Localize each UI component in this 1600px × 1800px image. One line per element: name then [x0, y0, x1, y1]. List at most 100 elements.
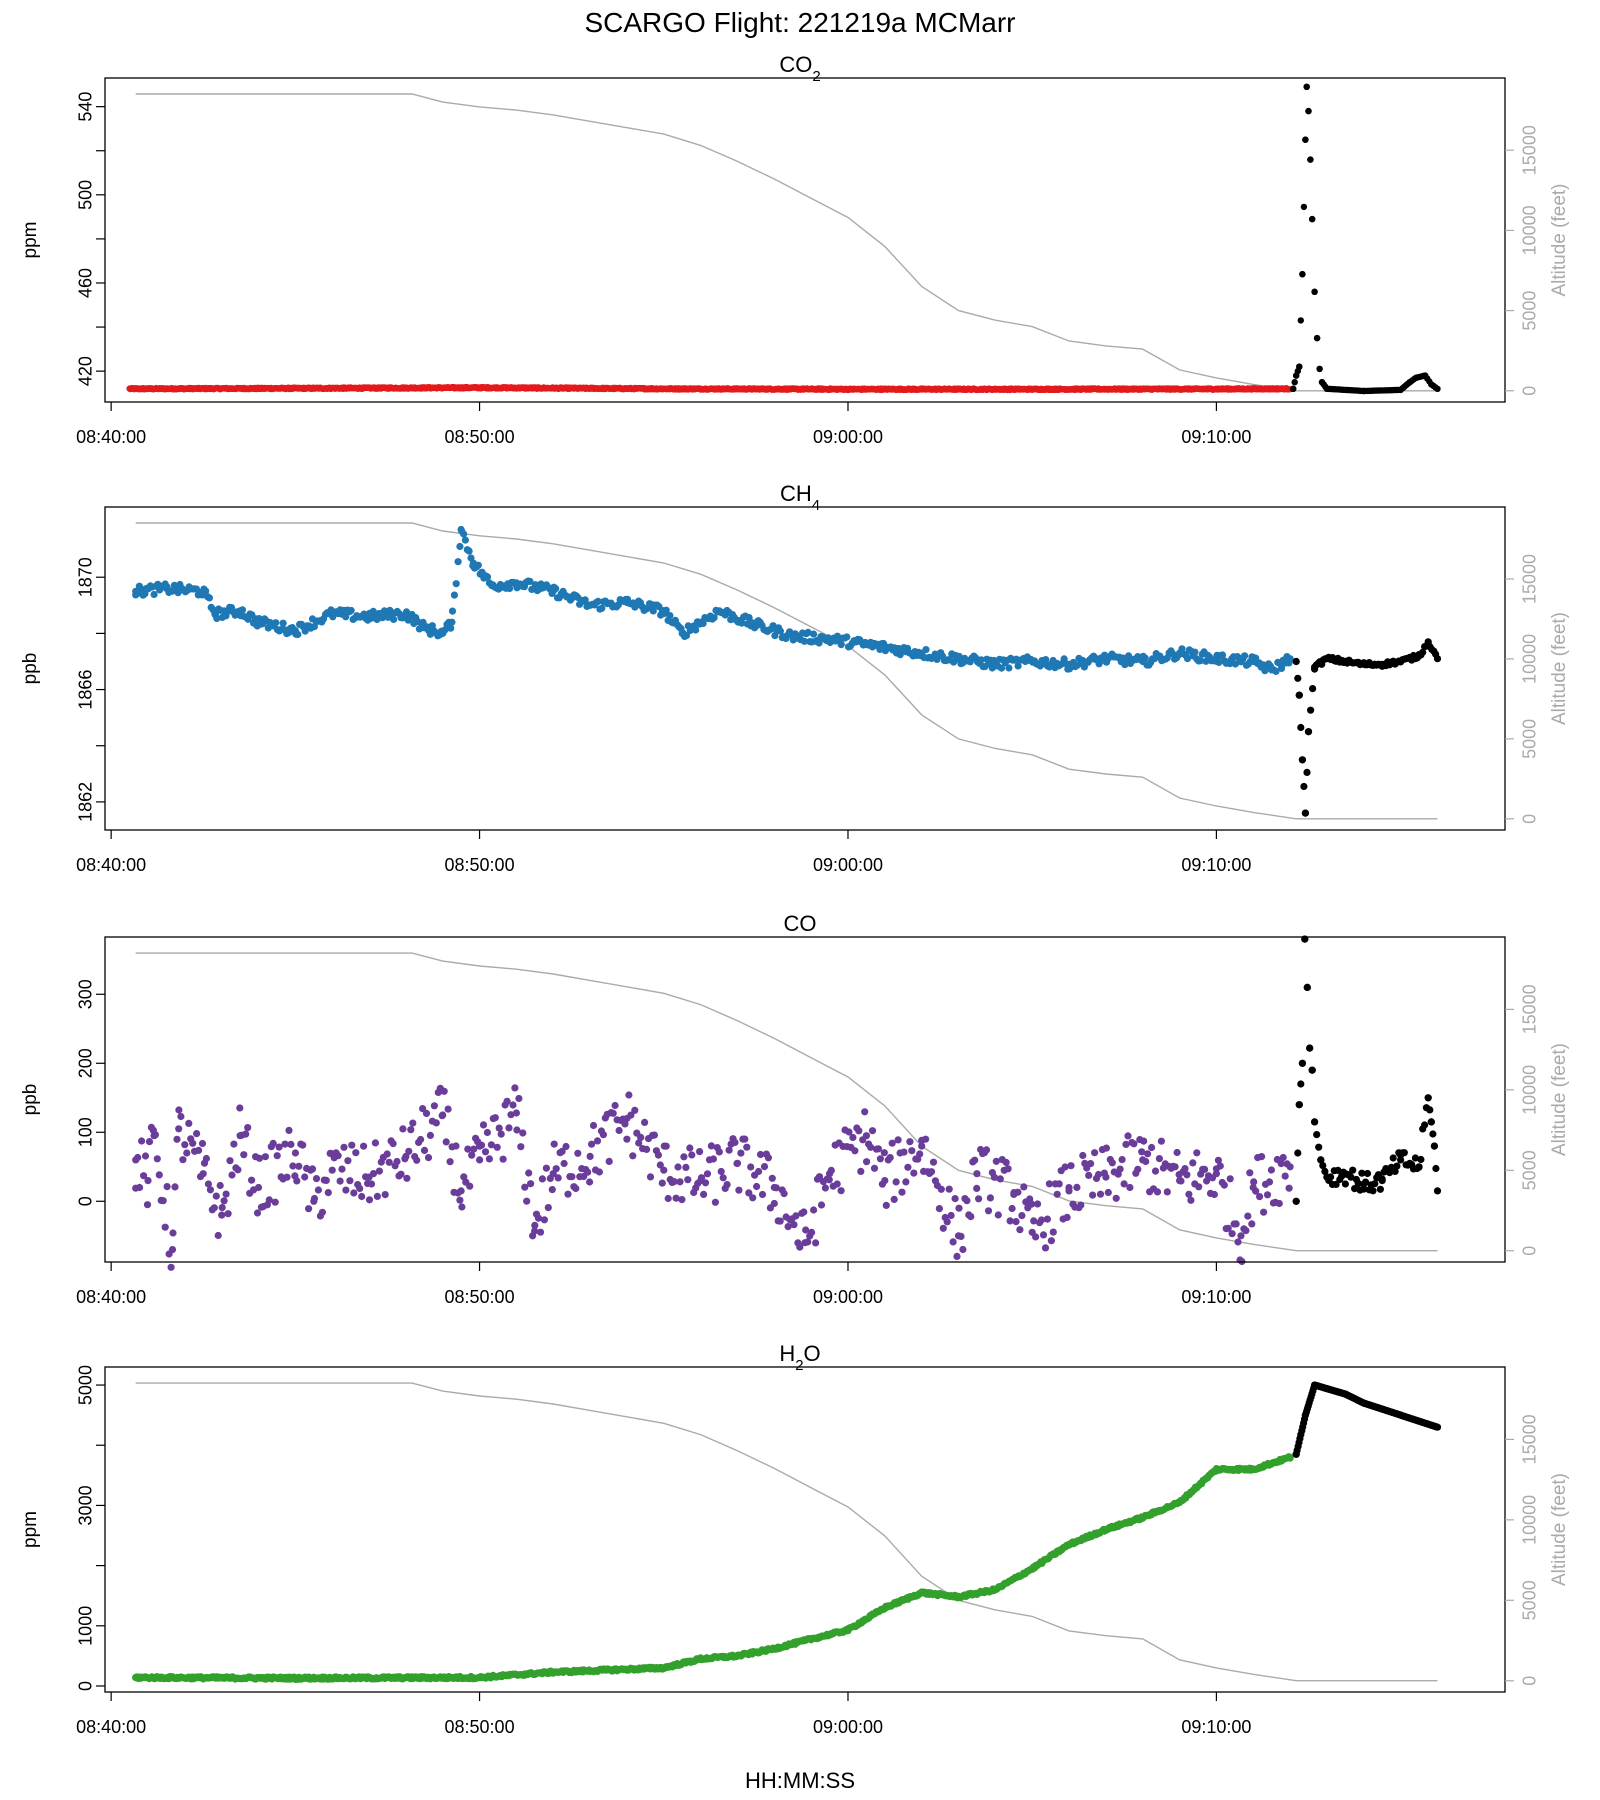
panel-title-subscript: 2 [795, 1357, 803, 1374]
data-point [554, 1174, 562, 1182]
data-point [588, 1140, 596, 1148]
data-point [216, 1181, 224, 1190]
data-point [1014, 662, 1022, 670]
x-tick-label: 08:50:00 [445, 855, 515, 875]
data-point [1016, 1226, 1024, 1234]
data-point [662, 1142, 670, 1150]
data-point [1028, 657, 1036, 666]
data-point [1263, 1191, 1272, 1199]
data-point [365, 612, 373, 621]
data-point [967, 1213, 975, 1221]
data-point [456, 542, 464, 551]
data-point-after [1347, 1173, 1355, 1181]
data-point [452, 1142, 460, 1150]
data-point [768, 1174, 776, 1182]
data-point [487, 1141, 495, 1149]
data-point-after [1294, 674, 1302, 682]
data-point-after [1422, 372, 1429, 379]
data-point [347, 606, 355, 615]
x-tick-label: 08:40:00 [76, 427, 146, 447]
data-point [308, 1165, 317, 1173]
data-point [776, 627, 785, 635]
data-point [271, 1198, 279, 1206]
data-point [1256, 1193, 1264, 1201]
x-tick-label: 08:50:00 [445, 1717, 515, 1737]
data-point-after [1317, 1156, 1325, 1164]
data-point [199, 1170, 207, 1178]
data-point-after [1433, 1423, 1442, 1431]
data-point [457, 1187, 465, 1195]
data-point-after [1291, 379, 1298, 386]
data-point-after [1323, 385, 1331, 392]
data-point-after [1389, 1154, 1397, 1162]
data-point [291, 1149, 299, 1157]
data-point [210, 1204, 218, 1212]
data-point [365, 1196, 374, 1204]
data-point [927, 1168, 936, 1176]
data-point-after [1303, 83, 1310, 91]
data-point [684, 1176, 692, 1184]
data-point [220, 1197, 228, 1205]
data-point [168, 1246, 177, 1254]
data-point [1157, 1137, 1165, 1145]
data-point [586, 1152, 594, 1160]
plot-frame [104, 1366, 1506, 1693]
data-point [997, 664, 1006, 672]
data-point [253, 1209, 262, 1217]
data-point [312, 1175, 321, 1183]
data-point [1120, 1180, 1128, 1188]
data-point [150, 1132, 158, 1140]
plot-frame [104, 506, 1506, 831]
data-point [982, 1146, 991, 1154]
data-point [558, 1147, 566, 1155]
data-point [892, 1178, 900, 1186]
data-point [1191, 648, 1199, 656]
data-point [1285, 1184, 1293, 1192]
series-after [1290, 83, 1441, 395]
data-point-after [1290, 385, 1297, 392]
data-point [497, 1130, 505, 1138]
data-point [833, 1180, 841, 1188]
data-point [1008, 1204, 1016, 1213]
data-point [784, 1223, 792, 1231]
data-point [426, 1131, 434, 1139]
data-point [519, 1129, 527, 1137]
data-point [609, 1109, 617, 1117]
data-point [1258, 1153, 1266, 1161]
data-point-after [1424, 1094, 1432, 1102]
data-point-after [1417, 1155, 1425, 1164]
data-point [562, 1142, 570, 1151]
data-point [595, 1168, 604, 1176]
data-point [452, 580, 460, 588]
panels: CO2420460500540ppm050001000015000Altitud… [20, 52, 1570, 1737]
data-point [1049, 1228, 1057, 1236]
data-point [666, 612, 674, 620]
data-point [1241, 652, 1249, 660]
data-point [826, 635, 834, 643]
data-point-after [1300, 782, 1308, 791]
data-point [745, 1189, 753, 1197]
data-point [1228, 1230, 1236, 1238]
data-point [1286, 1453, 1294, 1461]
data-point [802, 1226, 810, 1234]
data-point [1268, 666, 1276, 674]
data-point [132, 1156, 140, 1164]
data-point [572, 1184, 580, 1193]
data-point [660, 1166, 668, 1174]
data-point-after [1341, 1180, 1349, 1188]
data-point [402, 610, 410, 618]
data-point [375, 1167, 383, 1175]
data-point [293, 1177, 301, 1185]
data-point [1061, 1163, 1069, 1171]
data-point [771, 632, 779, 640]
figure-title: SCARGO Flight: 221219a MCMarr [584, 7, 1015, 38]
data-point [733, 1652, 742, 1660]
data-point [991, 1586, 1000, 1594]
data-point [254, 618, 263, 626]
data-point [581, 596, 589, 604]
data-point [493, 1143, 501, 1151]
data-point [1125, 652, 1133, 660]
data-point [876, 1155, 885, 1163]
data-point-after [1426, 1106, 1434, 1114]
